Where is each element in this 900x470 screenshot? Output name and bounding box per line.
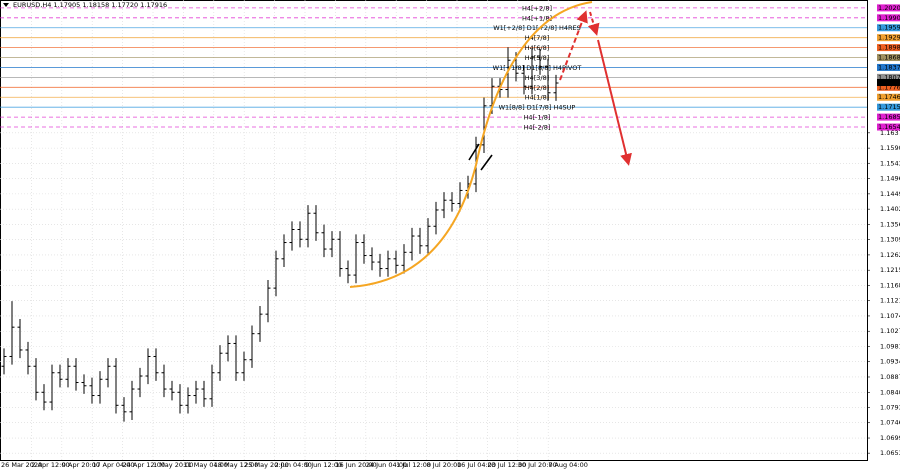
- x-tick-label: 1 Jul 12:00: [396, 461, 431, 469]
- level-name: H4[1/8]: [525, 94, 550, 102]
- x-tick-label: 7 Aug 04:00: [548, 461, 588, 469]
- x-tick-label: 1 May 20:00: [153, 461, 193, 469]
- y-tick-label: 1.12620: [880, 251, 900, 259]
- level-price-label: 1.18683: [878, 54, 900, 62]
- level-name: H4[+1/8]: [522, 14, 552, 22]
- y-tick-label: 1.16370: [880, 129, 900, 137]
- y-tick-label: 1.10275: [880, 327, 900, 335]
- axis-layer: 1.06530 1.06995 1.07465 1.07935 1.08400 1.088…: [1, 4, 900, 469]
- y-tick-label: 1.09340: [880, 358, 900, 366]
- level-price-label: 1.19293: [878, 34, 900, 42]
- x-tick-label: 25 May 20:00: [244, 461, 289, 469]
- y-tick-label: 1.13090: [880, 236, 900, 244]
- level-price-label: 1.18073: [878, 73, 900, 81]
- level-price-box: [877, 83, 900, 91]
- x-tick-label: 18 May 12:00: [214, 461, 259, 469]
- level-price-box: [877, 63, 900, 71]
- x-tick-label: 16 Jul 04:00: [457, 461, 496, 469]
- level-name: H4[+2/8]: [522, 4, 552, 12]
- level-price-label: 1.19598: [878, 24, 900, 32]
- level-price-box: [877, 54, 900, 62]
- level-price-label: 1.16853: [878, 113, 900, 121]
- level-price-box: [877, 24, 900, 32]
- level-price-box: [877, 14, 900, 22]
- level-name: H4[-2/8]: [524, 124, 551, 132]
- level-name: H4[-1/8]: [524, 114, 551, 122]
- x-tick-label: 26 Mar 2020: [1, 461, 42, 469]
- x-tick-label: 2 Apr 12:00: [31, 461, 69, 469]
- x-tick-label: 8 Jul 20:00: [427, 461, 462, 469]
- level-price-label: 1.17463: [878, 93, 900, 101]
- y-tick-label: 1.09810: [880, 342, 900, 350]
- bar-layer: [1, 47, 559, 422]
- level-price-box: [877, 44, 900, 52]
- level-price-box: [877, 93, 900, 101]
- last-price-box: [877, 78, 900, 86]
- level-price-box: [877, 4, 900, 12]
- level-name: H4[3/8]: [525, 74, 550, 82]
- level-name: H4[2/8]: [525, 84, 550, 92]
- level-price-label: 1.17768: [878, 83, 900, 91]
- x-tick-label: 24 Apr 12:00: [123, 461, 165, 469]
- x-tick-label: 11 May 04:00: [183, 461, 228, 469]
- wave-mark: [468, 143, 480, 161]
- y-tick-label: 1.10745: [880, 312, 900, 320]
- x-tick-label: 9 Jun 12:00: [305, 461, 342, 469]
- y-tick-label: 1.08870: [880, 373, 900, 381]
- x-tick-label: 17 Apr 04:00: [92, 461, 134, 469]
- forecast-arrow: [587, 11, 600, 36]
- level-price-box: [877, 123, 900, 131]
- level-price-label: 1.19903: [878, 14, 900, 22]
- forecast-arrow: [559, 10, 588, 81]
- y-tick-label: 1.13560: [880, 220, 900, 228]
- level-price-box: [877, 73, 900, 81]
- level-name: W1[8/8] D1[7/8] H4SUP: [499, 104, 576, 112]
- y-tick-label: 1.15435: [880, 159, 900, 167]
- x-tick-label: 9 Apr 20:00: [62, 461, 100, 469]
- y-tick-label: 1.07465: [880, 419, 900, 427]
- y-tick-label: 1.08400: [880, 388, 900, 396]
- plot-frame: [0, 0, 868, 461]
- x-tick-label: 30 Jul 20:00: [518, 461, 557, 469]
- menu-icon[interactable]: [3, 3, 9, 7]
- y-tick-label: 1.14495: [880, 190, 900, 198]
- y-tick-label: 1.06995: [880, 434, 900, 442]
- y-tick-label: 1.11215: [880, 297, 900, 305]
- grid-layer: [0, 0, 867, 460]
- last-price-label: 1.17916: [878, 78, 900, 86]
- y-tick-label: 1.12150: [880, 266, 900, 274]
- level-name: H4[7/8]: [525, 34, 550, 42]
- x-tick-label: 2 Jun 04:00: [275, 461, 312, 469]
- y-tick-label: 1.14965: [880, 175, 900, 183]
- trend-curve: [349, 1, 593, 288]
- level-name: W1[+2/8] D1[+2/8] H4RES: [493, 24, 581, 32]
- level-name: W1[+1/8] D1[8/8] H4PIVOT: [493, 64, 582, 72]
- y-tick-label: 1.07935: [880, 403, 900, 411]
- y-tick-label: 1.14025: [880, 205, 900, 213]
- level-price-box: [877, 103, 900, 111]
- y-tick-label: 1.15900: [880, 144, 900, 152]
- x-tick-label: 16 Jun 20:00: [335, 461, 376, 469]
- y-tick-label: 1.11685: [880, 281, 900, 289]
- wave-mark: [480, 154, 493, 171]
- level-price-label: 1.17158: [878, 103, 900, 111]
- level-price-label: 1.16548: [878, 123, 900, 131]
- level-layer: H4[+2/8] H4[+1/8] W1[+2/8] D1[+2/8] H4RES H…: [0, 4, 867, 132]
- x-tick-label: 24 Jun 04:00: [366, 461, 407, 469]
- level-price-label: 1.18988: [878, 44, 900, 52]
- forecast-arrow: [597, 39, 632, 166]
- y-tick-label: 1.06530: [880, 449, 900, 457]
- level-price-box: [877, 113, 900, 121]
- level-name: H4[5/8]: [525, 54, 550, 62]
- level-price-box: [877, 34, 900, 42]
- level-price-label: 1.18378: [878, 63, 900, 71]
- x-tick-label: 23 Jul 12:00: [487, 461, 526, 469]
- level-name: H4[6/8]: [525, 44, 550, 52]
- chart-title: EURUSD,H4 1.17905 1.18158 1.17720 1.1791…: [13, 1, 167, 9]
- level-price-label: 1.20208: [878, 4, 900, 12]
